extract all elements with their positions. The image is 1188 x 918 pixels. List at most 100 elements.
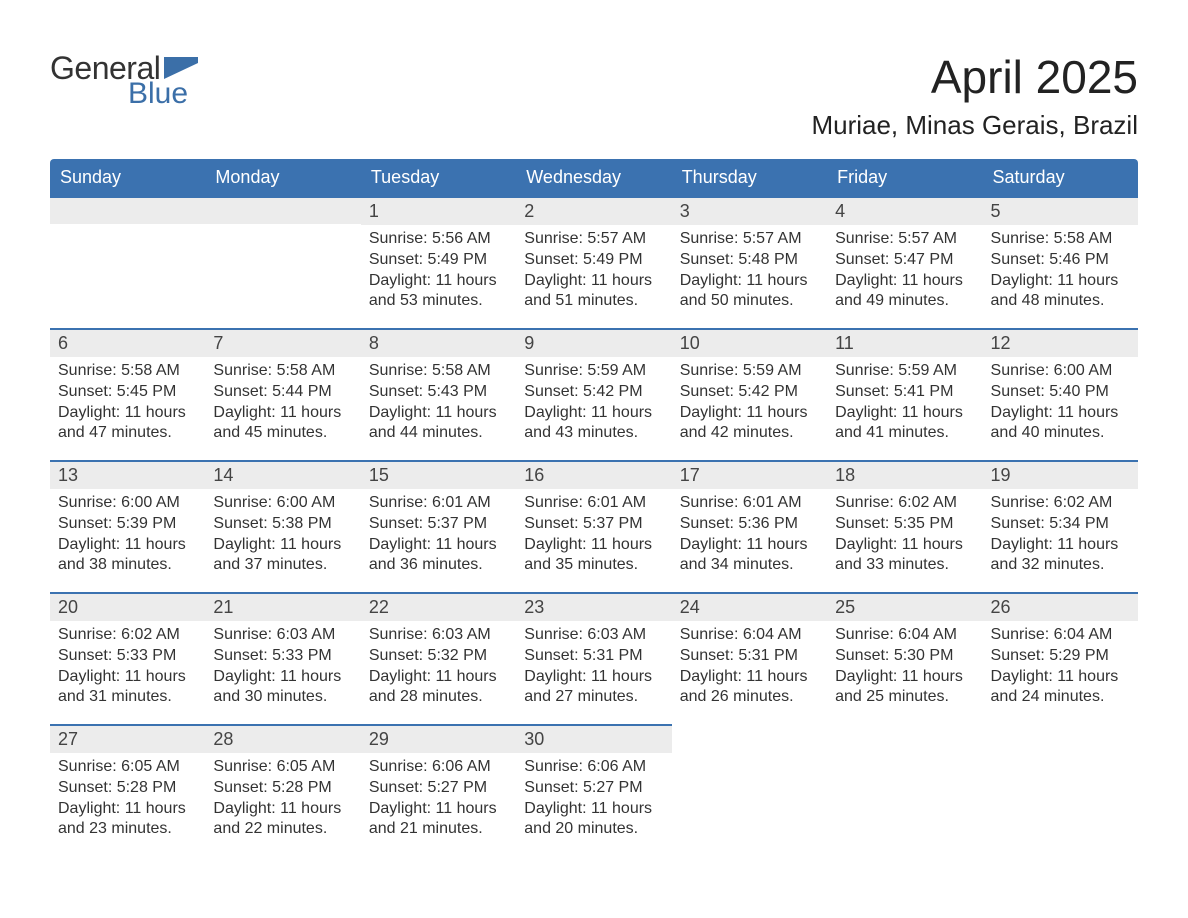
day-details: Sunrise: 6:04 AMSunset: 5:29 PMDaylight:… xyxy=(983,621,1138,716)
day-line-sr: Sunrise: 6:06 AM xyxy=(369,757,508,778)
day-number: 17 xyxy=(672,460,827,489)
day-line-d1: Daylight: 11 hours xyxy=(58,799,197,820)
day-line-ss: Sunset: 5:46 PM xyxy=(991,250,1130,271)
calendar-cell: 27Sunrise: 6:05 AMSunset: 5:28 PMDayligh… xyxy=(50,724,205,856)
weekday-header: Tuesday xyxy=(361,159,516,196)
day-line-ss: Sunset: 5:28 PM xyxy=(213,778,352,799)
day-line-d1: Daylight: 11 hours xyxy=(524,535,663,556)
day-details: Sunrise: 6:06 AMSunset: 5:27 PMDaylight:… xyxy=(516,753,671,848)
day-number: 22 xyxy=(361,592,516,621)
weekday-header: Wednesday xyxy=(516,159,671,196)
day-details: Sunrise: 5:58 AMSunset: 5:45 PMDaylight:… xyxy=(50,357,205,452)
day-line-d2: and 30 minutes. xyxy=(213,687,352,708)
day-line-d1: Daylight: 11 hours xyxy=(213,403,352,424)
day-details: Sunrise: 6:06 AMSunset: 5:27 PMDaylight:… xyxy=(361,753,516,848)
calendar-table: SundayMondayTuesdayWednesdayThursdayFrid… xyxy=(50,159,1138,856)
calendar-cell: 30Sunrise: 6:06 AMSunset: 5:27 PMDayligh… xyxy=(516,724,671,856)
day-line-d1: Daylight: 11 hours xyxy=(680,667,819,688)
day-line-sr: Sunrise: 6:01 AM xyxy=(369,493,508,514)
day-line-sr: Sunrise: 5:57 AM xyxy=(680,229,819,250)
day-line-d2: and 43 minutes. xyxy=(524,423,663,444)
weekday-header: Thursday xyxy=(672,159,827,196)
calendar-week: 20Sunrise: 6:02 AMSunset: 5:33 PMDayligh… xyxy=(50,592,1138,724)
day-line-sr: Sunrise: 6:02 AM xyxy=(991,493,1130,514)
calendar-cell: 14Sunrise: 6:00 AMSunset: 5:38 PMDayligh… xyxy=(205,460,360,592)
day-line-d1: Daylight: 11 hours xyxy=(213,535,352,556)
day-line-ss: Sunset: 5:33 PM xyxy=(213,646,352,667)
day-number: 4 xyxy=(827,196,982,225)
day-line-d1: Daylight: 11 hours xyxy=(369,271,508,292)
header: General Blue April 2025 Muriae, Minas Ge… xyxy=(50,50,1138,141)
calendar-cell: 21Sunrise: 6:03 AMSunset: 5:33 PMDayligh… xyxy=(205,592,360,724)
calendar-cell xyxy=(205,196,360,328)
logo: General Blue xyxy=(50,50,198,111)
day-details: Sunrise: 6:00 AMSunset: 5:40 PMDaylight:… xyxy=(983,357,1138,452)
day-line-ss: Sunset: 5:31 PM xyxy=(524,646,663,667)
day-line-ss: Sunset: 5:38 PM xyxy=(213,514,352,535)
calendar-cell: 6Sunrise: 5:58 AMSunset: 5:45 PMDaylight… xyxy=(50,328,205,460)
day-line-ss: Sunset: 5:45 PM xyxy=(58,382,197,403)
day-details: Sunrise: 5:56 AMSunset: 5:49 PMDaylight:… xyxy=(361,225,516,320)
day-details: Sunrise: 6:05 AMSunset: 5:28 PMDaylight:… xyxy=(205,753,360,848)
day-line-sr: Sunrise: 5:59 AM xyxy=(835,361,974,382)
day-details: Sunrise: 5:57 AMSunset: 5:48 PMDaylight:… xyxy=(672,225,827,320)
day-line-d2: and 34 minutes. xyxy=(680,555,819,576)
day-line-d1: Daylight: 11 hours xyxy=(680,535,819,556)
day-line-sr: Sunrise: 6:02 AM xyxy=(835,493,974,514)
day-details: Sunrise: 5:59 AMSunset: 5:41 PMDaylight:… xyxy=(827,357,982,452)
day-line-d2: and 50 minutes. xyxy=(680,291,819,312)
day-line-ss: Sunset: 5:39 PM xyxy=(58,514,197,535)
day-line-d1: Daylight: 11 hours xyxy=(213,667,352,688)
day-line-ss: Sunset: 5:37 PM xyxy=(524,514,663,535)
day-number: 26 xyxy=(983,592,1138,621)
day-line-sr: Sunrise: 5:59 AM xyxy=(524,361,663,382)
day-number: 15 xyxy=(361,460,516,489)
day-line-ss: Sunset: 5:31 PM xyxy=(680,646,819,667)
calendar-cell: 28Sunrise: 6:05 AMSunset: 5:28 PMDayligh… xyxy=(205,724,360,856)
day-line-sr: Sunrise: 6:04 AM xyxy=(835,625,974,646)
day-details: Sunrise: 5:59 AMSunset: 5:42 PMDaylight:… xyxy=(516,357,671,452)
day-line-d1: Daylight: 11 hours xyxy=(680,271,819,292)
day-number: 28 xyxy=(205,724,360,753)
calendar-cell xyxy=(983,724,1138,856)
day-number: 23 xyxy=(516,592,671,621)
day-details: Sunrise: 6:01 AMSunset: 5:37 PMDaylight:… xyxy=(516,489,671,584)
day-line-d2: and 26 minutes. xyxy=(680,687,819,708)
calendar-cell: 7Sunrise: 5:58 AMSunset: 5:44 PMDaylight… xyxy=(205,328,360,460)
day-details: Sunrise: 5:59 AMSunset: 5:42 PMDaylight:… xyxy=(672,357,827,452)
day-line-d1: Daylight: 11 hours xyxy=(213,799,352,820)
day-line-d2: and 33 minutes. xyxy=(835,555,974,576)
day-line-ss: Sunset: 5:49 PM xyxy=(524,250,663,271)
day-number: 12 xyxy=(983,328,1138,357)
day-line-sr: Sunrise: 6:02 AM xyxy=(58,625,197,646)
calendar-cell: 17Sunrise: 6:01 AMSunset: 5:36 PMDayligh… xyxy=(672,460,827,592)
day-number: 10 xyxy=(672,328,827,357)
calendar-cell: 23Sunrise: 6:03 AMSunset: 5:31 PMDayligh… xyxy=(516,592,671,724)
day-line-ss: Sunset: 5:30 PM xyxy=(835,646,974,667)
day-line-sr: Sunrise: 6:01 AM xyxy=(524,493,663,514)
day-line-d2: and 32 minutes. xyxy=(991,555,1130,576)
day-number: 13 xyxy=(50,460,205,489)
day-line-d2: and 45 minutes. xyxy=(213,423,352,444)
day-line-ss: Sunset: 5:42 PM xyxy=(680,382,819,403)
day-line-ss: Sunset: 5:29 PM xyxy=(991,646,1130,667)
day-line-ss: Sunset: 5:27 PM xyxy=(524,778,663,799)
weekday-header: Saturday xyxy=(983,159,1138,196)
day-line-d2: and 42 minutes. xyxy=(680,423,819,444)
day-line-ss: Sunset: 5:28 PM xyxy=(58,778,197,799)
day-details: Sunrise: 6:03 AMSunset: 5:32 PMDaylight:… xyxy=(361,621,516,716)
day-number: 11 xyxy=(827,328,982,357)
day-line-sr: Sunrise: 5:59 AM xyxy=(680,361,819,382)
day-line-sr: Sunrise: 5:58 AM xyxy=(991,229,1130,250)
day-line-sr: Sunrise: 6:06 AM xyxy=(524,757,663,778)
day-line-sr: Sunrise: 6:05 AM xyxy=(58,757,197,778)
day-line-d1: Daylight: 11 hours xyxy=(524,403,663,424)
day-line-d2: and 40 minutes. xyxy=(991,423,1130,444)
weekday-header: Friday xyxy=(827,159,982,196)
day-details: Sunrise: 6:04 AMSunset: 5:31 PMDaylight:… xyxy=(672,621,827,716)
location: Muriae, Minas Gerais, Brazil xyxy=(811,110,1138,141)
day-line-ss: Sunset: 5:41 PM xyxy=(835,382,974,403)
day-details: Sunrise: 6:05 AMSunset: 5:28 PMDaylight:… xyxy=(50,753,205,848)
day-line-ss: Sunset: 5:35 PM xyxy=(835,514,974,535)
calendar-week: 6Sunrise: 5:58 AMSunset: 5:45 PMDaylight… xyxy=(50,328,1138,460)
